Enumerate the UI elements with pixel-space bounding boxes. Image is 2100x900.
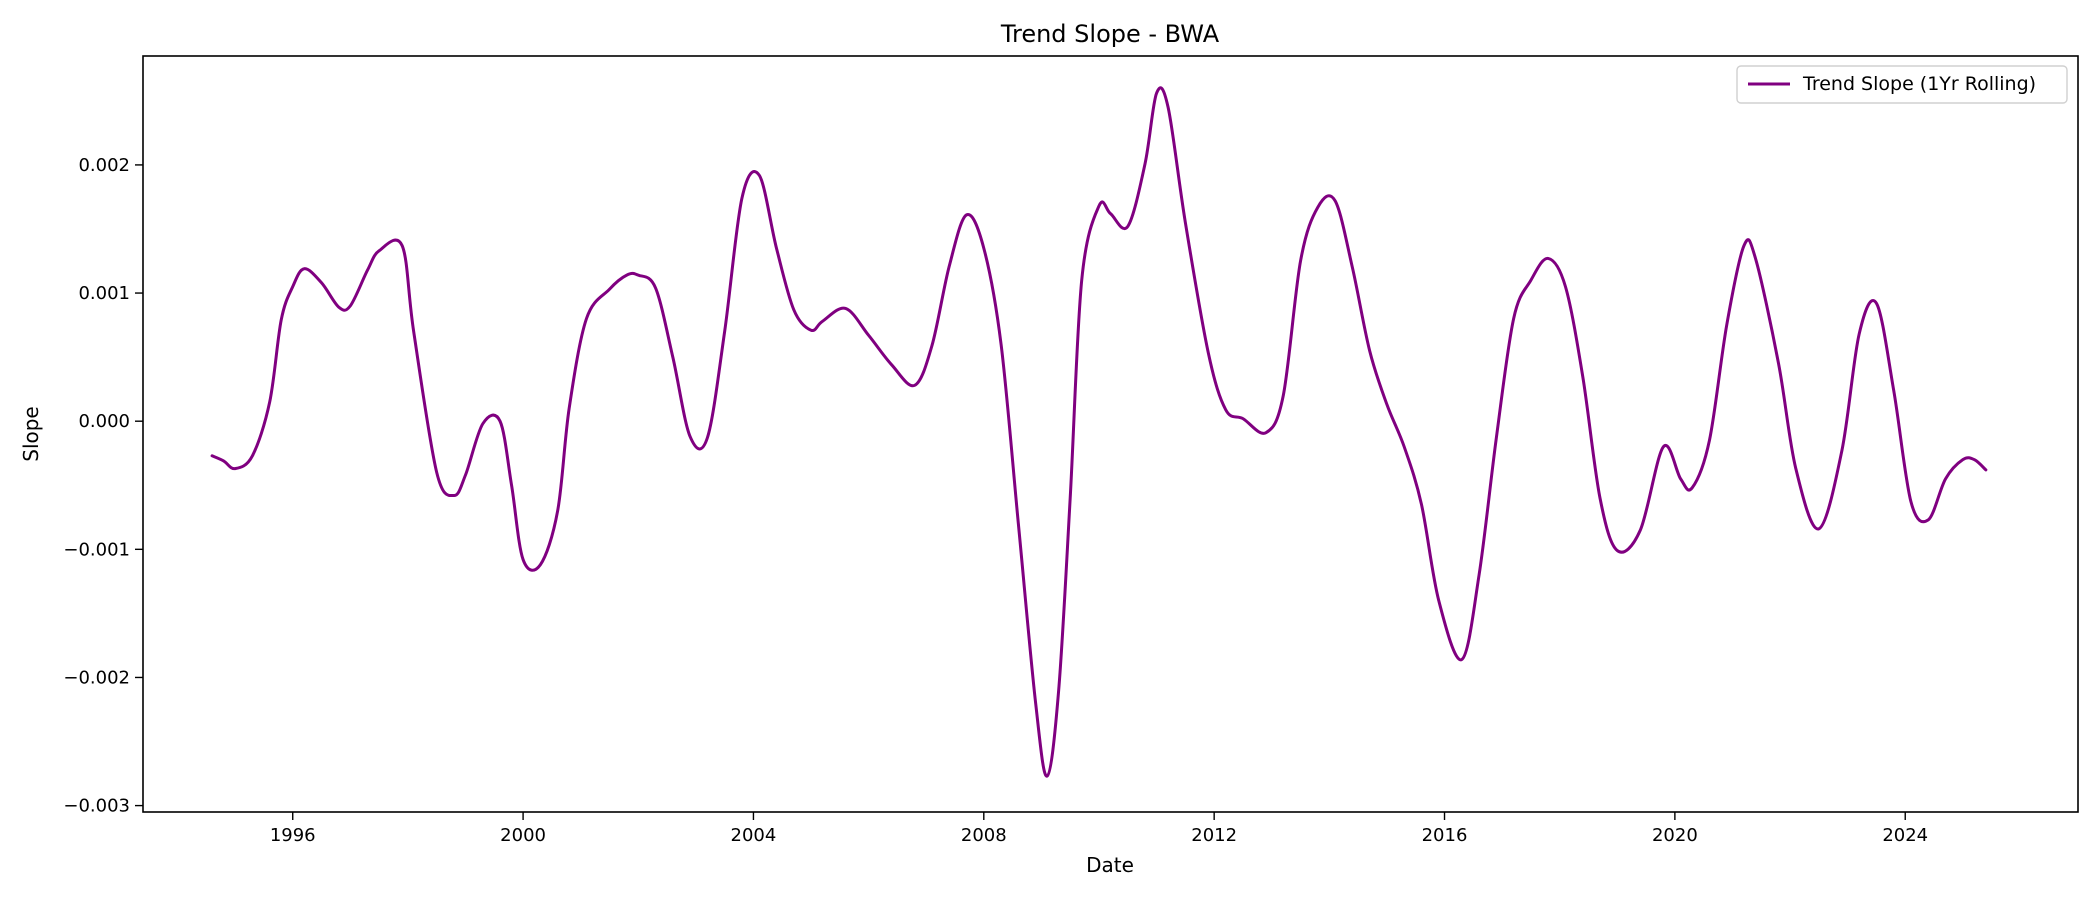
- x-tick-label: 2024: [1882, 825, 1928, 846]
- x-tick-label: 1996: [270, 825, 316, 846]
- x-axis: 1996 2000 2004 2008 2012 2016 2020 2024: [270, 812, 1928, 846]
- y-tick-label: −0.001: [63, 539, 130, 560]
- legend-frame: [1736, 65, 2068, 104]
- x-axis-title: Date: [1086, 853, 1134, 877]
- x-tick-label: 2004: [731, 825, 777, 846]
- x-tick-label: 2016: [1422, 825, 1468, 846]
- y-tick-label: 0.002: [78, 155, 130, 176]
- y-tick-label: 0.000: [78, 411, 130, 432]
- x-tick-label: 2000: [500, 825, 546, 846]
- y-axis: −0.003 −0.002 −0.001 0.000 0.001 0.002: [63, 155, 143, 817]
- chart-title: Trend Slope - BWA: [1000, 20, 1220, 48]
- y-axis-title: Slope: [19, 406, 43, 462]
- x-tick-label: 2012: [1191, 825, 1237, 846]
- series-line-trend-slope: [210, 86, 1988, 778]
- plot-frame: [142, 55, 2079, 813]
- y-tick-label: 0.001: [78, 283, 130, 304]
- y-tick-label: −0.003: [63, 796, 130, 817]
- x-tick-label: 2020: [1652, 825, 1698, 846]
- legend-label: Trend Slope (1Yr Rolling): [1802, 73, 2036, 95]
- legend: Trend Slope (1Yr Rolling): [1736, 65, 2068, 104]
- x-tick-label: 2008: [961, 825, 1007, 846]
- y-tick-label: −0.002: [63, 667, 130, 688]
